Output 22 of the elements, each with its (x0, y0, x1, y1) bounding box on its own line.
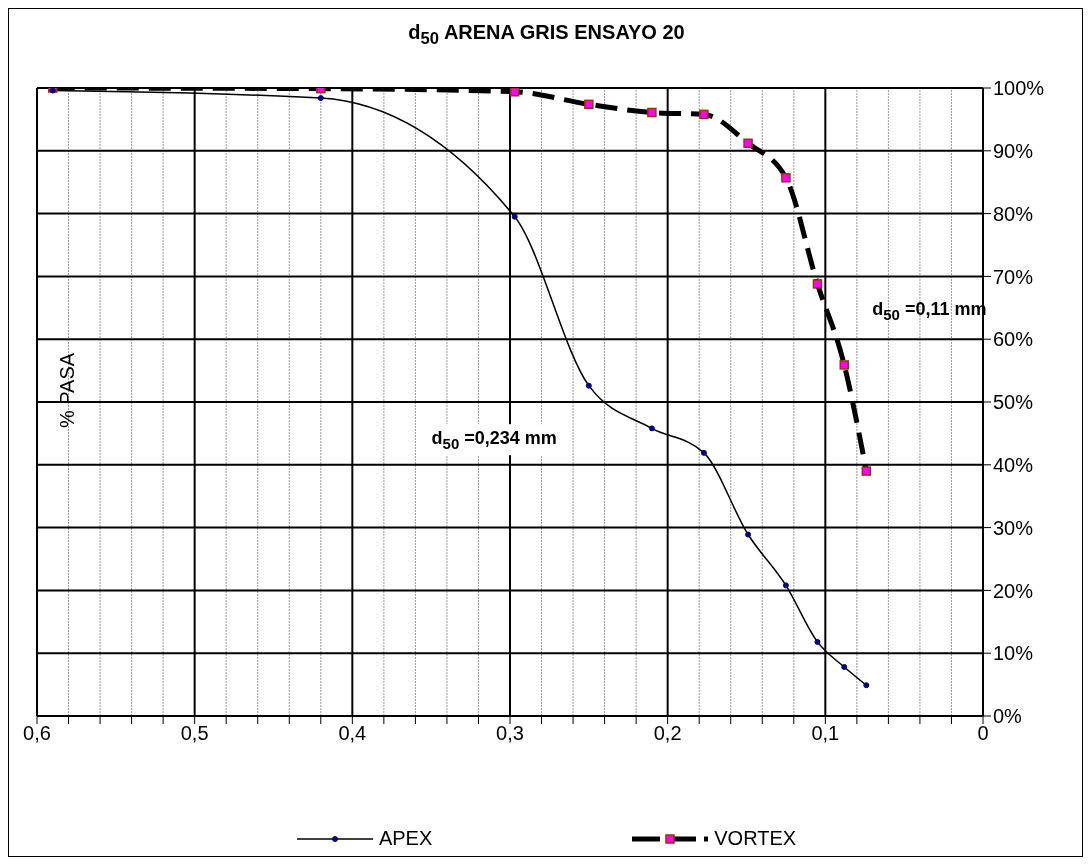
y-tick-label: 80% (993, 202, 1034, 225)
annotation: d$_{50}$ =0,234 mm (425, 423, 563, 456)
x-tick-label: 0,1 (811, 722, 840, 745)
y-tick-label: 90% (993, 139, 1034, 162)
legend-label: VORTEX (714, 827, 797, 850)
x-tick-label: 0,2 (653, 722, 682, 745)
x-tick-label: 0,6 (23, 722, 51, 745)
y-tick-label: 60% (993, 328, 1034, 351)
x-tick-label: 0,5 (180, 722, 209, 745)
chart-title: d$_{50}$ ARENA GRIS ENSAYO 20 (407, 21, 686, 49)
x-tick-label: 0,3 (496, 722, 524, 745)
x-tick-label: 0 (977, 722, 989, 745)
y-tick-label: 70% (993, 265, 1034, 288)
y-tick-label: 30% (993, 516, 1034, 539)
y-tick-label: 10% (993, 642, 1034, 665)
y-tick-label: 50% (993, 391, 1034, 414)
y-tick-label: 20% (993, 579, 1034, 602)
y-tick-label: 40% (993, 453, 1034, 476)
x-tick-label: 0,4 (338, 722, 367, 745)
legend-label: APEX (378, 827, 433, 850)
y-tick-label: 0% (993, 705, 1023, 728)
y-tick-label: 100% (993, 77, 1045, 100)
